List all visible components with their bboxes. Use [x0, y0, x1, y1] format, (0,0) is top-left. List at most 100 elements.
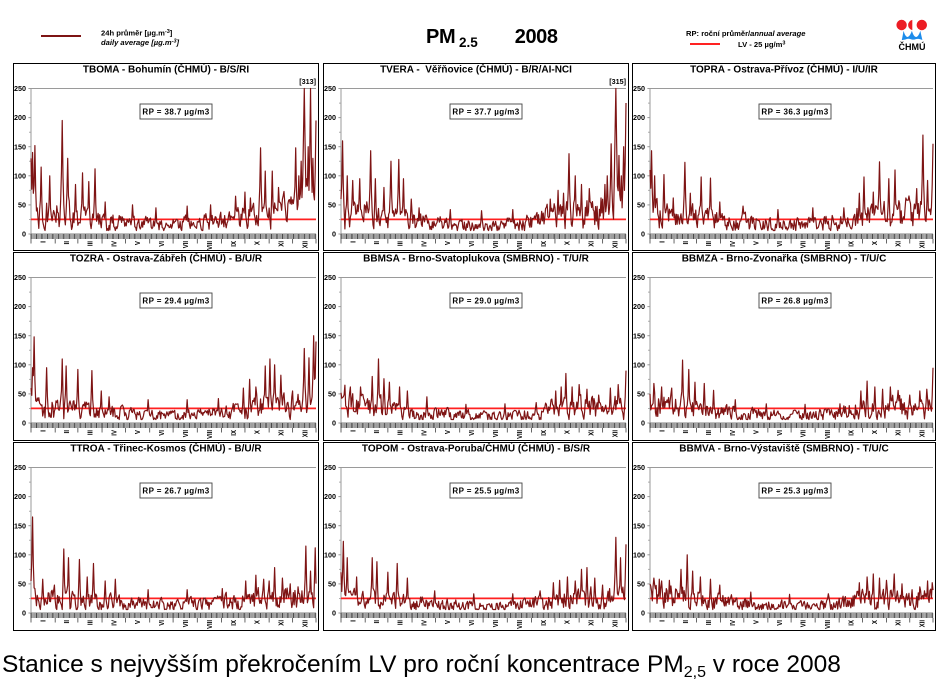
svg-text:V: V — [443, 430, 452, 434]
svg-text:VI: VI — [467, 241, 476, 247]
svg-text:VII: VII — [181, 430, 190, 437]
svg-text:IX: IX — [229, 619, 238, 625]
svg-text:50: 50 — [637, 390, 645, 399]
svg-text:RP = 26.8 µg/m3: RP = 26.8 µg/m3 — [761, 296, 828, 305]
svg-text:II: II — [372, 620, 381, 624]
svg-text:250: 250 — [324, 463, 336, 472]
svg-text:II: II — [681, 620, 690, 624]
svg-text:II: II — [681, 430, 690, 434]
svg-text:200: 200 — [633, 302, 645, 311]
svg-text:II: II — [62, 241, 71, 245]
svg-text:150: 150 — [14, 521, 26, 530]
svg-text:50: 50 — [328, 390, 336, 399]
svg-text:VI: VI — [157, 620, 166, 626]
svg-text:I: I — [349, 241, 358, 243]
svg-text:XII: XII — [917, 620, 926, 627]
svg-text:XII: XII — [300, 620, 309, 627]
svg-text:V: V — [443, 241, 452, 245]
svg-text:XI: XI — [276, 430, 285, 436]
svg-text:XI: XI — [586, 620, 595, 626]
svg-text:III: III — [704, 241, 713, 246]
svg-text:III: III — [86, 620, 95, 625]
svg-text:IV: IV — [419, 430, 428, 436]
svg-text:50: 50 — [328, 201, 336, 210]
svg-text:XII: XII — [610, 620, 619, 627]
svg-text:150: 150 — [324, 521, 336, 530]
svg-text:VIII: VIII — [823, 620, 832, 629]
svg-text:V: V — [751, 241, 760, 245]
svg-text:250: 250 — [633, 463, 645, 472]
svg-text:III: III — [86, 430, 95, 435]
svg-text:VI: VI — [775, 430, 784, 436]
svg-text:VIII: VIII — [823, 430, 832, 439]
svg-text:RP = 26.7 µg/m3: RP = 26.7 µg/m3 — [142, 486, 209, 495]
svg-text:VI: VI — [467, 620, 476, 626]
svg-text:IV: IV — [109, 241, 118, 247]
svg-text:XII: XII — [917, 241, 926, 248]
svg-text:I: I — [658, 430, 667, 432]
svg-text:IV: IV — [728, 430, 737, 436]
svg-text:I: I — [658, 241, 667, 243]
svg-text:RP = 29.4 µg/m3: RP = 29.4 µg/m3 — [142, 296, 209, 305]
svg-text:150: 150 — [324, 331, 336, 340]
svg-text:VIII: VIII — [515, 430, 524, 439]
svg-text:250: 250 — [14, 463, 26, 472]
svg-text:VIII: VIII — [515, 620, 524, 629]
svg-text:VII: VII — [491, 430, 500, 437]
svg-text:IV: IV — [419, 241, 428, 247]
svg-text:VIII: VIII — [205, 620, 214, 629]
svg-text:III: III — [396, 241, 405, 246]
svg-text:IX: IX — [539, 241, 548, 247]
svg-text:V: V — [751, 619, 760, 623]
svg-text:XI: XI — [586, 241, 595, 247]
svg-text:200: 200 — [14, 492, 26, 501]
svg-text:100: 100 — [324, 171, 336, 180]
svg-text:BBMVA - Brno-Výstaviště (SMBRN: BBMVA - Brno-Výstaviště (SMBRNO) - T/U/C — [679, 443, 888, 454]
svg-text:V: V — [751, 430, 760, 434]
svg-text:XII: XII — [610, 430, 619, 437]
svg-text:ČHMÚ: ČHMÚ — [899, 41, 926, 52]
svg-text:TVERA - Věřňovice (ČHMÚ) - B/: TVERA - Věřňovice (ČHMÚ) - B/R/AI-NCI — [380, 63, 572, 76]
svg-text:V: V — [133, 430, 142, 434]
svg-text:TOPOM - Ostrava-Poruba/ČHMÚ (Č: TOPOM - Ostrava-Poruba/ČHMÚ (ČHMÚ) - B/S… — [362, 441, 591, 454]
svg-text:I: I — [39, 620, 48, 622]
svg-text:TOZRA - Ostrava-Zábřeh (ČHMÚ): TOZRA - Ostrava-Zábřeh (ČHMÚ) - B/U/R — [70, 252, 263, 265]
svg-text:0: 0 — [22, 608, 26, 617]
svg-text:III: III — [86, 241, 95, 246]
svg-text:150: 150 — [14, 142, 26, 151]
svg-text:0: 0 — [641, 608, 645, 617]
svg-text:150: 150 — [633, 142, 645, 151]
svg-text:II: II — [62, 430, 71, 434]
svg-text:[313]: [313] — [299, 77, 316, 86]
svg-text:II: II — [372, 241, 381, 245]
svg-text:TOPRA - Ostrava-Přívoz (ČHMÚ): TOPRA - Ostrava-Přívoz (ČHMÚ) - I/U/IR — [690, 63, 879, 76]
svg-text:50: 50 — [328, 579, 336, 588]
svg-text:250: 250 — [324, 273, 336, 282]
svg-text:250: 250 — [633, 273, 645, 282]
svg-text:50: 50 — [18, 201, 26, 210]
svg-text:X: X — [563, 619, 572, 623]
svg-text:XII: XII — [300, 241, 309, 248]
svg-text:IV: IV — [728, 241, 737, 247]
svg-text:150: 150 — [14, 331, 26, 340]
svg-text:[315]: [315] — [609, 77, 626, 86]
svg-text:IX: IX — [846, 430, 855, 436]
svg-text:XI: XI — [586, 430, 595, 436]
svg-text:250: 250 — [324, 84, 336, 93]
svg-text:0: 0 — [332, 608, 336, 617]
svg-text:200: 200 — [324, 113, 336, 122]
svg-text:IV: IV — [728, 619, 737, 625]
svg-text:V: V — [133, 619, 142, 623]
svg-text:III: III — [704, 620, 713, 625]
svg-text:150: 150 — [633, 331, 645, 340]
svg-text:VI: VI — [775, 241, 784, 247]
svg-text:VII: VII — [491, 620, 500, 627]
svg-text:50: 50 — [18, 390, 26, 399]
svg-text:IX: IX — [229, 430, 238, 436]
svg-text:VI: VI — [157, 430, 166, 436]
svg-text:VII: VII — [799, 620, 808, 627]
svg-text:X: X — [870, 619, 879, 623]
svg-text:VI: VI — [775, 620, 784, 626]
svg-text:VII: VII — [799, 430, 808, 437]
svg-text:XI: XI — [894, 241, 903, 247]
